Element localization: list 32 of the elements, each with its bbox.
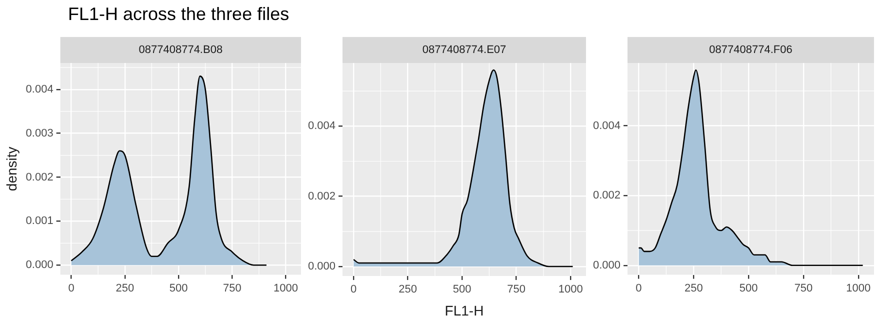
y-tick-label: 0.002: [308, 190, 336, 202]
y-tick-label: 0.004: [308, 120, 336, 132]
x-tick-label: 500: [452, 284, 472, 296]
y-tick-label: 0.000: [26, 259, 54, 272]
chart-subtitle: 0877408774.E07: [422, 44, 506, 56]
x-tick-label: 0: [350, 284, 357, 296]
x-tick-label: 250: [116, 282, 134, 294]
x-tick-label: 250: [684, 282, 703, 294]
y-tick-label: 0.000: [308, 260, 336, 273]
x-tick-label: 750: [507, 284, 526, 296]
chart-title: FL1-H across the three files: [68, 4, 290, 25]
chart-subtitle: 0877408774.B08: [138, 44, 223, 56]
x-tick-label: 250: [398, 284, 418, 296]
y-tick-label: 0.002: [592, 190, 621, 202]
x-tick-label: 750: [222, 282, 242, 294]
x-tick-label: 750: [794, 282, 813, 294]
x-tick-label: 500: [169, 282, 188, 294]
y-tick-label: 0.001: [26, 215, 54, 228]
x-tick-label: 1000: [558, 284, 583, 296]
y-tick-label: 0.004: [592, 120, 621, 132]
y-tick-label: 0.003: [26, 127, 54, 140]
x-axis-title: FL1-H: [444, 302, 484, 318]
x-tick-label: 1000: [274, 282, 298, 294]
chart-subtitle: 0877408774.F06: [709, 44, 792, 56]
y-tick-label: 0.000: [592, 259, 621, 272]
y-tick-label: 0.002: [26, 171, 54, 184]
y-axis-title: density: [3, 146, 20, 192]
x-tick-label: 500: [739, 282, 758, 294]
y-tick-label: 0.004: [26, 83, 54, 96]
x-tick-label: 0: [636, 282, 642, 294]
x-tick-label: 0: [68, 282, 74, 294]
x-tick-label: 1000: [846, 282, 871, 294]
